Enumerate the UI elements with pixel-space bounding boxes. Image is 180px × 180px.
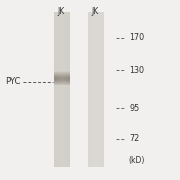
Text: 95: 95 <box>130 103 140 112</box>
Text: 130: 130 <box>130 66 145 75</box>
Text: PYC: PYC <box>5 77 21 86</box>
Text: 170: 170 <box>130 33 145 42</box>
Text: 72: 72 <box>130 134 140 143</box>
Text: JK: JK <box>92 7 99 16</box>
Text: (kD): (kD) <box>129 156 145 165</box>
Text: JK: JK <box>58 7 65 16</box>
